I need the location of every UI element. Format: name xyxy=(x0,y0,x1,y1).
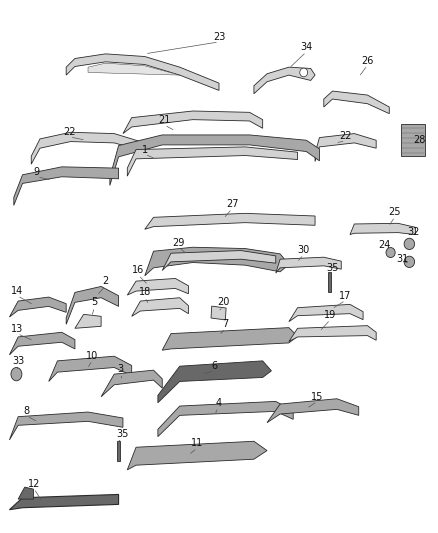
Polygon shape xyxy=(145,213,315,229)
Polygon shape xyxy=(315,134,376,161)
Polygon shape xyxy=(31,132,141,164)
Text: 29: 29 xyxy=(173,238,185,247)
Text: 8: 8 xyxy=(24,406,30,416)
Text: 9: 9 xyxy=(34,167,40,177)
Text: 23: 23 xyxy=(213,32,225,42)
Text: 28: 28 xyxy=(413,135,426,145)
Text: 18: 18 xyxy=(139,287,151,297)
Polygon shape xyxy=(10,495,119,510)
Bar xyxy=(328,272,332,293)
Polygon shape xyxy=(267,399,359,423)
Polygon shape xyxy=(123,111,263,134)
Text: 26: 26 xyxy=(361,55,374,66)
Ellipse shape xyxy=(11,368,22,381)
Text: 17: 17 xyxy=(339,290,352,301)
Text: 30: 30 xyxy=(297,245,310,255)
Text: 22: 22 xyxy=(64,127,76,138)
Polygon shape xyxy=(66,286,119,324)
Ellipse shape xyxy=(404,256,415,268)
Polygon shape xyxy=(110,135,319,185)
Text: 35: 35 xyxy=(326,263,339,273)
Text: 34: 34 xyxy=(300,42,312,52)
Text: 15: 15 xyxy=(311,392,323,402)
Text: 3: 3 xyxy=(118,364,124,374)
Polygon shape xyxy=(324,91,389,114)
Text: 1: 1 xyxy=(142,144,148,155)
Polygon shape xyxy=(14,167,119,205)
Polygon shape xyxy=(127,278,188,295)
Text: 27: 27 xyxy=(226,199,238,209)
Polygon shape xyxy=(162,328,297,350)
Text: 35: 35 xyxy=(116,429,128,439)
Polygon shape xyxy=(289,304,363,321)
Text: 24: 24 xyxy=(379,240,391,250)
Text: 7: 7 xyxy=(223,319,229,329)
Text: 11: 11 xyxy=(191,438,203,448)
Text: 19: 19 xyxy=(324,310,336,320)
Text: 21: 21 xyxy=(158,115,171,125)
Text: 10: 10 xyxy=(86,351,99,360)
Polygon shape xyxy=(158,361,272,403)
Text: 16: 16 xyxy=(132,265,145,276)
Polygon shape xyxy=(350,223,416,235)
Polygon shape xyxy=(88,63,180,75)
Polygon shape xyxy=(289,326,376,342)
Text: 12: 12 xyxy=(28,479,40,489)
Polygon shape xyxy=(10,297,66,317)
Text: 2: 2 xyxy=(102,276,109,286)
Polygon shape xyxy=(127,441,267,470)
Polygon shape xyxy=(401,124,425,156)
Text: 31: 31 xyxy=(396,254,409,263)
Ellipse shape xyxy=(404,238,415,249)
Text: 33: 33 xyxy=(12,356,24,366)
Ellipse shape xyxy=(300,68,307,77)
Polygon shape xyxy=(66,54,219,91)
Bar xyxy=(211,306,226,320)
Text: 32: 32 xyxy=(407,227,420,237)
Polygon shape xyxy=(49,356,132,382)
Polygon shape xyxy=(276,257,341,273)
Polygon shape xyxy=(75,314,101,328)
Text: 6: 6 xyxy=(212,361,218,371)
Polygon shape xyxy=(18,487,33,499)
Ellipse shape xyxy=(386,247,395,257)
Text: 20: 20 xyxy=(217,297,230,308)
Polygon shape xyxy=(10,332,75,355)
Text: 14: 14 xyxy=(11,286,23,296)
Text: 5: 5 xyxy=(92,297,98,308)
Polygon shape xyxy=(158,401,293,437)
Polygon shape xyxy=(132,298,188,317)
Polygon shape xyxy=(101,370,162,397)
Bar xyxy=(117,441,120,461)
Polygon shape xyxy=(10,412,123,440)
Text: 22: 22 xyxy=(339,131,352,141)
Text: 25: 25 xyxy=(389,207,401,217)
Text: 13: 13 xyxy=(11,324,23,334)
Polygon shape xyxy=(162,251,276,270)
Polygon shape xyxy=(254,67,315,94)
Polygon shape xyxy=(145,247,289,276)
Text: 4: 4 xyxy=(215,398,221,408)
Polygon shape xyxy=(127,147,297,176)
